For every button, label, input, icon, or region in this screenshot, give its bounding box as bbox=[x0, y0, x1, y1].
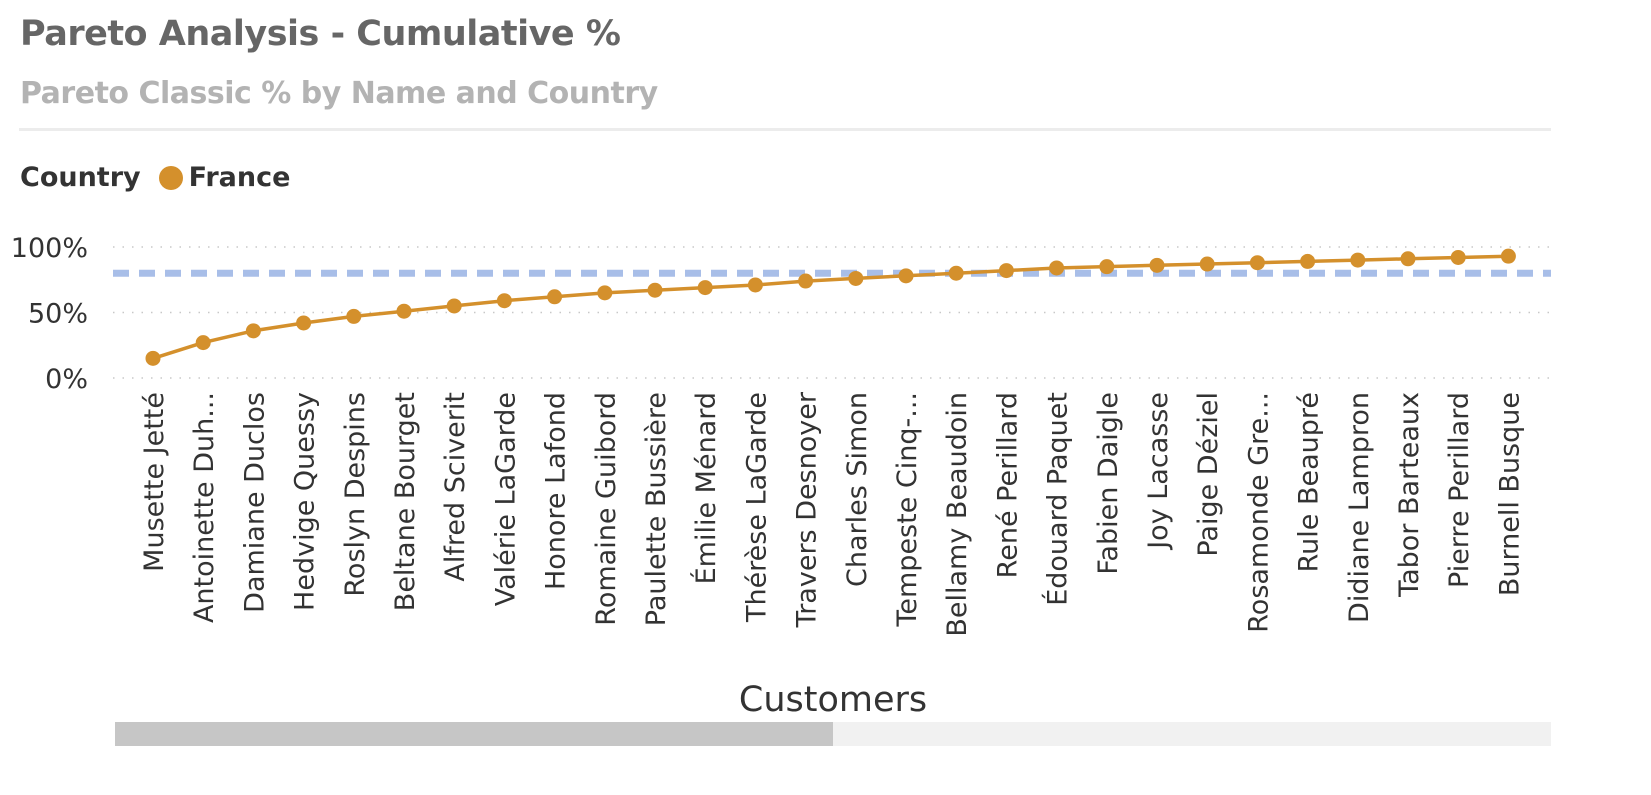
x-tick-label: Charles Simon bbox=[842, 392, 873, 587]
data-point[interactable] bbox=[1049, 260, 1065, 276]
data-point[interactable] bbox=[245, 323, 261, 339]
x-tick-label: Musette Jetté bbox=[139, 392, 170, 572]
x-tick-label: Tempeste Cinq-... bbox=[892, 392, 923, 628]
x-tick-label: Burnell Busque bbox=[1494, 392, 1525, 596]
x-axis-title: Customers bbox=[739, 680, 927, 720]
data-point[interactable] bbox=[1199, 256, 1215, 272]
x-tick-label: Alfred Sciverit bbox=[440, 392, 471, 582]
legend-title: Country bbox=[20, 162, 141, 193]
data-point[interactable] bbox=[1500, 248, 1516, 264]
horizontal-scrollbar[interactable] bbox=[115, 722, 1551, 746]
data-point[interactable] bbox=[1099, 259, 1115, 275]
x-tick-label: Joy Lacasse bbox=[1143, 392, 1174, 551]
y-tick-label: 50% bbox=[28, 299, 88, 330]
data-point[interactable] bbox=[496, 293, 512, 309]
data-point[interactable] bbox=[346, 308, 362, 324]
x-tick-label: Roslyn Despins bbox=[340, 392, 371, 597]
x-tick-label: Fabien Daigle bbox=[1093, 392, 1124, 575]
series-line bbox=[152, 254, 1509, 361]
series-france bbox=[145, 248, 1516, 366]
scrollbar-thumb[interactable] bbox=[115, 722, 833, 746]
y-tick-label: 0% bbox=[45, 364, 88, 395]
data-point[interactable] bbox=[747, 277, 763, 293]
x-tick-label: Hedvige Quessy bbox=[290, 392, 321, 611]
data-point[interactable] bbox=[848, 270, 864, 286]
x-tick-label: Pierre Perillard bbox=[1444, 392, 1475, 588]
data-point[interactable] bbox=[547, 289, 563, 305]
y-axis: 0% 50% 100% bbox=[11, 233, 88, 395]
x-tick-label: Romaine Guibord bbox=[591, 392, 622, 626]
data-point[interactable] bbox=[1350, 252, 1366, 268]
y-tick-label: 100% bbox=[11, 233, 88, 264]
data-point[interactable] bbox=[296, 315, 312, 331]
x-tick-label: Bellamy Beaudoin bbox=[942, 392, 973, 637]
x-tick-label: Antoinette Duh... bbox=[189, 392, 220, 623]
data-point[interactable] bbox=[1450, 249, 1466, 265]
data-point[interactable] bbox=[597, 285, 613, 301]
legend: Country France bbox=[20, 162, 290, 193]
x-tick-label: Rule Beaupré bbox=[1294, 392, 1325, 572]
data-point[interactable] bbox=[446, 298, 462, 314]
data-point[interactable] bbox=[396, 303, 412, 319]
x-tick-label: Travers Desnoyer bbox=[792, 391, 823, 628]
x-tick-label: Thérèse LaGarde bbox=[741, 392, 772, 623]
x-tick-label: Tabor Barteaux bbox=[1394, 392, 1425, 598]
x-tick-label: Damiane Duclos bbox=[239, 392, 270, 613]
x-tick-label: Beltane Bourget bbox=[390, 392, 421, 611]
x-tick-label: René Perillard bbox=[992, 392, 1023, 578]
x-tick-label: Paige Déziel bbox=[1193, 392, 1224, 557]
x-tick-label: Émilie Ménard bbox=[690, 392, 722, 584]
legend-marker-france[interactable] bbox=[158, 165, 183, 190]
chart-subtitle: Pareto Classic % by Name and Country bbox=[20, 76, 658, 111]
data-point[interactable] bbox=[1400, 251, 1416, 267]
x-tick-label: Valérie LaGarde bbox=[490, 392, 521, 606]
data-point[interactable] bbox=[798, 273, 814, 289]
data-point[interactable] bbox=[697, 280, 713, 296]
legend-item-france[interactable]: France bbox=[188, 162, 291, 193]
data-point[interactable] bbox=[1300, 253, 1316, 269]
x-axis: Musette Jetté Antoinette Duh... Damiane Du… bbox=[139, 391, 1525, 636]
data-point[interactable] bbox=[145, 350, 161, 366]
header-divider bbox=[19, 128, 1551, 131]
data-point[interactable] bbox=[195, 335, 211, 351]
data-point[interactable] bbox=[948, 265, 964, 281]
gridlines bbox=[113, 246, 1551, 379]
data-point[interactable] bbox=[1249, 255, 1265, 271]
x-tick-label: Paulette Bussière bbox=[641, 392, 672, 626]
x-tick-label: Didiane Lampron bbox=[1344, 392, 1375, 623]
x-tick-label: Rosamonde Gre... bbox=[1243, 392, 1274, 633]
chart-title: Pareto Analysis - Cumulative % bbox=[20, 14, 621, 54]
x-tick-label: Honore Lafond bbox=[541, 392, 572, 590]
x-tick-label: Édouard Paquet bbox=[1042, 392, 1074, 606]
data-point[interactable] bbox=[898, 268, 914, 284]
data-point[interactable] bbox=[998, 263, 1014, 279]
data-point[interactable] bbox=[647, 282, 663, 298]
data-point[interactable] bbox=[1149, 257, 1165, 273]
